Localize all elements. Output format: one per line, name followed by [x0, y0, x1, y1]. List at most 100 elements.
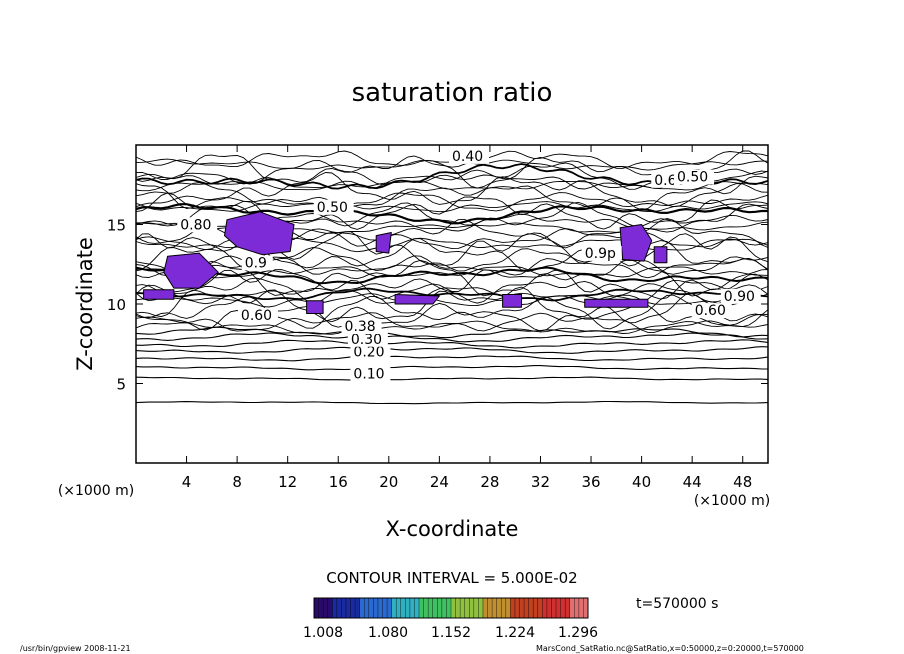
x-tick-label: 36: [581, 473, 600, 491]
colorbar-cell: [451, 598, 456, 618]
contour-line: [135, 355, 769, 362]
colorbar-cell: [446, 598, 452, 618]
y-tick-label: 5: [116, 376, 126, 394]
colorbar-cell: [501, 598, 507, 618]
contour-line: [135, 258, 769, 297]
colorbar-cell: [373, 598, 379, 618]
colorbar-cell: [345, 598, 351, 618]
contour-lines: [135, 150, 769, 405]
colorbar-cell: [318, 598, 324, 618]
colorbar-cell: [473, 598, 479, 618]
colorbar-cell: [377, 598, 383, 618]
contour-label-bg: [449, 148, 489, 164]
colorbar-cell: [323, 598, 328, 618]
supersaturated-region: [224, 211, 295, 256]
colorbar-tick-label: 1.296: [558, 625, 598, 641]
contour-line: [135, 326, 769, 339]
contour-line: [135, 201, 769, 228]
contour-label: 0.60: [695, 303, 726, 319]
colorbar-cell: [432, 598, 438, 618]
colorbar-cell: [537, 598, 543, 618]
colorbar-cell: [391, 598, 397, 618]
y-axis-label: Z-coordinate: [73, 237, 97, 371]
colorbar-cell: [409, 598, 415, 618]
colorbar-cell: [314, 598, 319, 618]
contour-line: [135, 150, 769, 169]
colorbar-cell: [423, 598, 429, 618]
contour-line: [135, 332, 769, 343]
colorbar: [313, 597, 589, 619]
colorbar-ticks: 1.008 1.080 1.152 1.224 1.296: [303, 625, 598, 641]
contour-label-bg: [691, 303, 732, 319]
colorbar-cell: [546, 598, 552, 618]
colorbar-tick-label: 1.224: [495, 625, 535, 641]
colorbar-tick-label: 1.008: [303, 625, 343, 641]
colorbar-cell: [364, 598, 370, 618]
colorbar-cell: [505, 598, 511, 618]
colorbar-cell: [405, 598, 411, 618]
contour-line: [135, 266, 769, 285]
plot-area: 0.100.200.300.380.600.500.400.800.90.600…: [135, 144, 769, 464]
contour-label: 0.20: [353, 344, 384, 360]
colorbar-cell: [437, 598, 443, 618]
colorbar-cell: [496, 598, 502, 618]
colorbar-cell: [414, 598, 420, 618]
colorbar-cell: [519, 598, 525, 618]
colorbar-cell: [533, 598, 539, 618]
colorbar-cell: [574, 598, 580, 618]
contour-line: [135, 231, 769, 270]
colorbar-cell: [482, 598, 488, 618]
contour-label-bg: [177, 217, 218, 233]
colorbar-cell: [441, 598, 447, 618]
supersaturated-region: [584, 298, 649, 308]
colorbar-cell: [428, 598, 434, 618]
contour-label-bg: [720, 288, 761, 304]
supersaturated-region: [306, 300, 324, 314]
y-axis-ticks: 5 10 15: [107, 217, 126, 394]
contour-line: [135, 320, 769, 335]
contour-interval-text: CONTOUR INTERVAL = 5.000E-02: [326, 569, 577, 587]
contour-label: 0.90: [724, 289, 755, 305]
y-tick-label: 15: [107, 217, 126, 235]
supersaturated-region: [375, 232, 392, 254]
contour-line: [135, 192, 769, 230]
contour-line: [135, 339, 769, 349]
colorbar-tick-label: 1.080: [368, 625, 408, 641]
x-unit-right: (×1000 m): [694, 493, 770, 509]
contour-label: 0.50: [677, 170, 708, 186]
x-tick-label: 4: [182, 473, 192, 491]
x-tick-label: 28: [480, 473, 499, 491]
supersaturated-regions: [143, 211, 668, 314]
x-tick-label: 32: [531, 473, 550, 491]
colorbar-cell: [560, 598, 566, 618]
colorbar-cell: [487, 598, 493, 618]
x-tick-label: 8: [232, 473, 242, 491]
contour-line: [135, 269, 769, 300]
contour-label-bg: [581, 245, 622, 261]
colorbar-cell: [355, 598, 360, 618]
contour-label: 0.60: [241, 308, 272, 324]
footer-right: MarsCond_SatRatio.nc@SatRatio,x=0:50000,…: [536, 644, 804, 653]
footer-left: /usr/bin/gpview 2008-11-21: [20, 644, 131, 653]
contour-label-bg: [241, 255, 273, 271]
colorbar-cell: [551, 598, 557, 618]
colorbar-cell: [492, 598, 497, 618]
contour-label: 0.9p: [585, 246, 616, 262]
colorbar-cell: [419, 598, 424, 618]
contour-label-bg: [350, 344, 391, 360]
x-tick-label: 44: [683, 473, 702, 491]
contour-line: [135, 312, 769, 333]
contour-label: 0.38: [345, 319, 376, 335]
colorbar-cell: [336, 598, 342, 618]
contour-label: 0.10: [353, 367, 384, 383]
contour-line: [135, 192, 769, 212]
colorbar-cell: [542, 598, 548, 618]
colorbar-cell: [359, 598, 365, 618]
x-tick-label: 16: [329, 473, 348, 491]
x-tick-label: 40: [632, 473, 651, 491]
x-tick-label: 20: [379, 473, 398, 491]
contour-line: [135, 172, 769, 211]
contour-label-bg: [673, 169, 714, 185]
contour-line: [135, 201, 769, 213]
supersaturated-region: [619, 224, 653, 262]
